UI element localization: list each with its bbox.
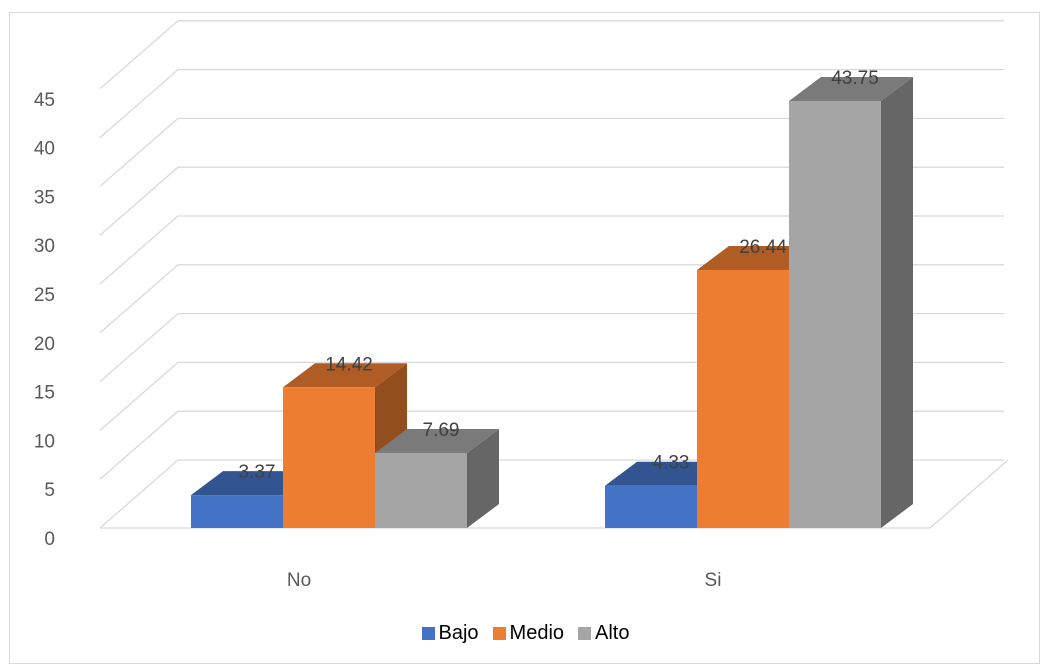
data-label-medio-si: 26.44	[739, 237, 787, 258]
y-tick-label: 35	[34, 187, 55, 208]
gridline	[99, 215, 1004, 285]
bar-front-face	[605, 485, 697, 528]
data-labels: 3.37 14.42 7.69 4.33 26.44 43.75	[239, 68, 879, 483]
y-tick-label: 10	[34, 431, 55, 452]
floor-edge-right	[929, 459, 1009, 529]
category-label-no: No	[287, 570, 311, 591]
bar-front-face	[789, 101, 881, 528]
data-label-bajo-si: 4.33	[653, 453, 690, 474]
bar-front-face	[191, 495, 283, 528]
y-tick-label: 30	[34, 236, 55, 257]
gridline	[99, 117, 1004, 187]
bar-front-face	[697, 269, 789, 528]
bar-top-face	[789, 77, 913, 101]
bar-front-face	[375, 452, 467, 528]
bar-alto-si	[789, 77, 913, 528]
y-tick-label: 15	[34, 383, 55, 404]
legend-label: Medio	[509, 622, 565, 644]
legend-swatch	[492, 627, 506, 640]
legend-label: Alto	[595, 622, 630, 644]
y-tick-label: 5	[44, 480, 55, 501]
bar-side-face	[881, 77, 913, 528]
legend-swatch	[421, 627, 435, 640]
y-tick-label: 45	[34, 90, 55, 111]
bars	[191, 77, 913, 528]
data-label-alto-si: 43.75	[831, 68, 879, 89]
legend-label: Bajo	[438, 622, 479, 644]
bar-front-face	[283, 387, 375, 528]
category-label-si: Si	[705, 570, 722, 591]
y-tick-label: 0	[44, 529, 55, 550]
data-label-medio-no: 14.42	[325, 354, 373, 375]
gridline	[99, 20, 1004, 90]
legend-item-medio: Medio	[492, 622, 565, 645]
bar-alto-no	[375, 428, 499, 528]
bar-side-face	[467, 428, 499, 528]
gridline	[99, 68, 1004, 139]
y-tick-label: 40	[34, 139, 55, 160]
legend-swatch	[578, 627, 592, 640]
bar-top-face	[283, 363, 407, 388]
data-label-bajo-no: 3.37	[239, 462, 276, 483]
x-axis-categories: No Si	[287, 570, 722, 591]
data-label-alto-no: 7.69	[423, 420, 460, 441]
gridline	[99, 166, 1004, 236]
y-axis-ticks: 0 5 10 15 20 25 30 35 40 45	[34, 90, 55, 550]
bar-top-face	[375, 428, 499, 453]
y-tick-label: 25	[34, 285, 55, 306]
y-tick-label: 20	[34, 334, 55, 355]
legend-item-bajo: Bajo	[421, 622, 479, 645]
legend: Bajo Medio Alto	[0, 622, 1051, 645]
legend-item-alto: Alto	[578, 622, 629, 645]
